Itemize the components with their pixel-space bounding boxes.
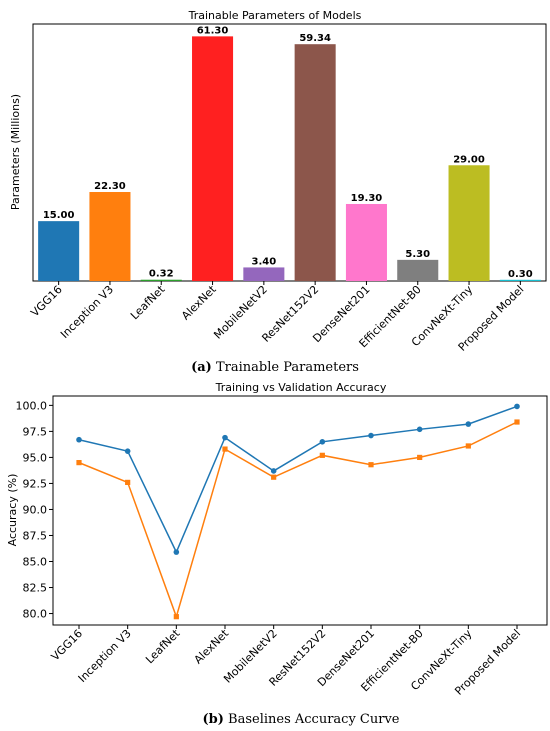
bar-value-label: 0.32 bbox=[149, 269, 174, 280]
y-tick-label: 92.5 bbox=[23, 477, 48, 490]
bar-efficientnet-b0 bbox=[397, 259, 439, 281]
y-tick-label: 80.0 bbox=[23, 608, 48, 621]
x-tick-label: AlexNet bbox=[179, 282, 219, 322]
series-1-point bbox=[416, 426, 423, 433]
line-chart-y-axis-label: Accuracy (%) bbox=[6, 474, 19, 547]
bar-leafnet bbox=[140, 279, 182, 281]
bar-value-label: 29.00 bbox=[453, 154, 485, 165]
x-tick-label: VGG16 bbox=[28, 283, 64, 319]
series-1-point bbox=[270, 468, 277, 474]
bar-inception-v3 bbox=[89, 192, 131, 281]
bar-chart-title: Trainable Parameters of Models bbox=[188, 9, 362, 22]
series-2-point bbox=[125, 479, 131, 485]
series-1-point bbox=[76, 436, 82, 443]
bar-value-label: 3.40 bbox=[252, 256, 277, 267]
bar-value-label: 22.30 bbox=[94, 181, 126, 192]
series-line-1 bbox=[78, 405, 518, 554]
x-tick-label: LeafNet bbox=[128, 282, 168, 322]
series-2-point bbox=[514, 419, 520, 425]
x-tick-label: LeafNet bbox=[143, 626, 183, 666]
bar-value-labels: 15.00 22.30 0.32 61.30 3.40 59.34 19.30 5.30 29.… bbox=[43, 25, 533, 279]
series-2-point bbox=[465, 443, 471, 449]
series-2-point bbox=[319, 452, 325, 458]
series-1-point bbox=[319, 439, 326, 445]
series-1-point bbox=[173, 549, 180, 555]
y-tick-label: 97.5 bbox=[23, 425, 48, 438]
bar-proposed-model bbox=[499, 279, 541, 281]
bar-chart-caption: (a) Trainable Parameters bbox=[191, 360, 359, 375]
series-1-point bbox=[514, 403, 520, 410]
line-chart-frame bbox=[52, 395, 548, 626]
bar-mobilenetv2 bbox=[243, 267, 285, 281]
bar-densenet201 bbox=[345, 203, 387, 281]
bar-value-label: 61.30 bbox=[197, 25, 229, 36]
bar-convnext-tiny bbox=[448, 165, 490, 281]
bar-value-label: 59.34 bbox=[299, 33, 331, 44]
line-chart-caption-text: Baselines Accuracy Curve bbox=[228, 712, 400, 727]
bar-resnet152v2 bbox=[294, 44, 336, 281]
x-tick-label: Inception V3 bbox=[58, 283, 116, 341]
series-2-point bbox=[417, 454, 423, 461]
bar-chart: Trainable Parameters of Models Parameter… bbox=[9, 9, 547, 375]
bar-alexnet bbox=[192, 36, 234, 281]
bar-value-label: 5.30 bbox=[405, 249, 430, 260]
bar-series bbox=[38, 36, 541, 281]
y-tick-label: 87.5 bbox=[23, 529, 48, 542]
y-tick-label: 85.0 bbox=[23, 556, 48, 569]
series-1-point bbox=[124, 448, 131, 454]
x-tick-label: VGG16 bbox=[49, 627, 85, 663]
line-chart: Training vs Validation Accuracy Accuracy… bbox=[6, 381, 548, 727]
series-2-point bbox=[222, 446, 228, 452]
bar-chart-y-axis-label: Parameters (Millions) bbox=[9, 94, 22, 210]
x-tick-label: AlexNet bbox=[192, 626, 232, 666]
line-chart-caption: (b) Baselines Accuracy Curve bbox=[202, 712, 399, 727]
series-1-point bbox=[222, 434, 228, 441]
series-2-point bbox=[76, 460, 82, 466]
bar-chart-frame bbox=[32, 23, 547, 282]
bar-value-label: 15.00 bbox=[43, 210, 75, 221]
series-1-point bbox=[465, 421, 472, 427]
bar-chart-caption-prefix: (a) bbox=[191, 360, 212, 375]
line-chart-title: Training vs Validation Accuracy bbox=[215, 381, 387, 394]
series-2-point bbox=[368, 462, 374, 468]
y-tick-label: 95.0 bbox=[23, 451, 48, 464]
line-series-group bbox=[76, 403, 520, 620]
line-chart-caption-prefix: (b) bbox=[202, 712, 223, 727]
bar-value-label: 0.30 bbox=[508, 269, 533, 280]
y-tick-label: 100.0 bbox=[16, 399, 48, 412]
bar-vgg16 bbox=[38, 221, 80, 281]
series-2-point bbox=[271, 474, 277, 480]
series-2-point bbox=[173, 614, 179, 620]
line-y-tick-labels: 80.0 82.5 85.0 87.5 90.0 92.5 95.0 97.5 100.0 bbox=[16, 399, 53, 621]
y-tick-label: 82.5 bbox=[23, 582, 48, 595]
y-tick-label: 90.0 bbox=[23, 503, 48, 516]
series-line-2 bbox=[78, 421, 518, 620]
series-1-point bbox=[368, 432, 374, 439]
bar-chart-caption-text: Trainable Parameters bbox=[216, 360, 359, 375]
bar-value-label: 19.30 bbox=[351, 193, 383, 204]
